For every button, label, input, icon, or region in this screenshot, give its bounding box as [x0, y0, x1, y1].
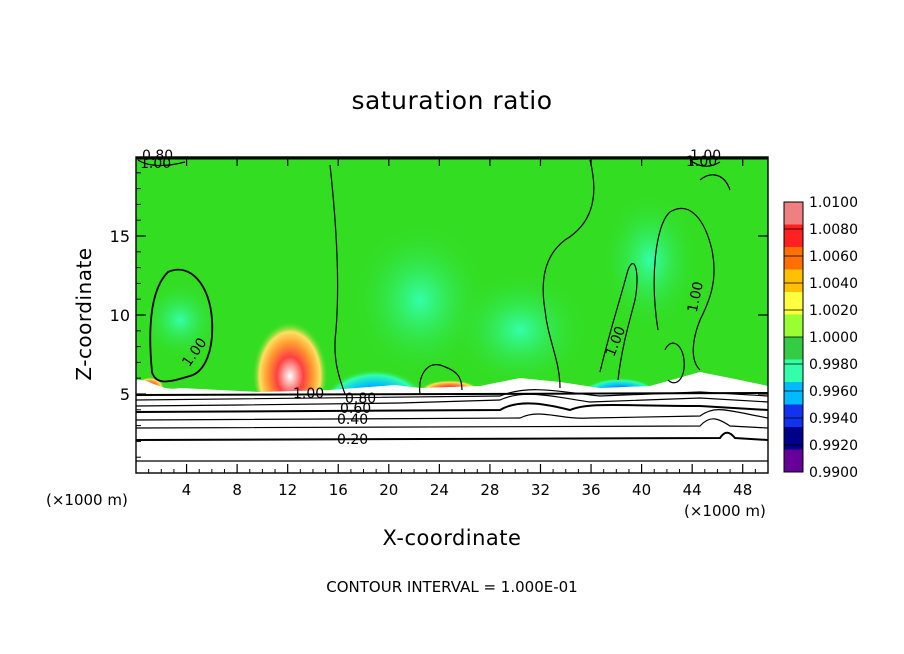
colorbar-label: 1.0000: [809, 330, 858, 346]
x-tick-label: 4: [182, 481, 192, 499]
moist-patch: [450, 270, 590, 390]
contour-label: 0.40: [337, 412, 368, 428]
moist-patch: [140, 280, 220, 360]
x-tick-label: 16: [329, 481, 348, 499]
contour-label: 1.00: [685, 280, 707, 314]
colorbar-swatch: [784, 449, 803, 473]
x-tick-label: 40: [632, 481, 651, 499]
contour-line: [419, 364, 463, 395]
contour-line: [699, 174, 731, 191]
chart-title: saturation ratio: [351, 86, 553, 115]
x-tick-label: 24: [430, 481, 449, 499]
contour-line: [136, 392, 768, 396]
moist-patch: [600, 190, 700, 330]
contour-label: 0.60: [340, 401, 371, 417]
contour-interval-note: CONTOUR INTERVAL = 1.000E-01: [326, 578, 578, 596]
x-tick-label: 44: [683, 481, 702, 499]
colorbar-swatch: [784, 247, 803, 270]
y-tick-label: 10: [110, 306, 130, 325]
contour-line: [664, 342, 685, 384]
colorbar-swatch: [784, 292, 803, 315]
colorbar-label: 1.0060: [809, 249, 858, 265]
x-tick-label: 12: [278, 481, 297, 499]
colorbar-label: 1.0020: [809, 303, 858, 319]
contour-line: [136, 418, 768, 429]
x-tick-label: 28: [480, 481, 499, 499]
dry-layer-edge: [136, 372, 768, 392]
x-tick-label: 8: [232, 481, 242, 499]
y-tick-label: 15: [110, 227, 130, 246]
colorbar-swatch: [784, 359, 803, 383]
colorbar-label: 1.0100: [809, 195, 858, 211]
contour-line: [599, 263, 638, 381]
colorbar-swatch: [784, 314, 803, 338]
colorbar-label: 0.9960: [809, 384, 858, 400]
contour-label: 0.20: [337, 432, 368, 448]
contour-lines: [136, 159, 768, 462]
colorbar-swatch: [784, 202, 803, 225]
x-unit-left: (×1000 m): [46, 491, 128, 509]
contour-label: 1.00: [293, 386, 324, 402]
contour-line: [136, 402, 768, 413]
colorbar-label: 1.0040: [809, 276, 858, 292]
y-axis-label: Z-coordinate: [72, 247, 96, 381]
contour-line: [329, 164, 346, 395]
colorbar-swatch: [784, 337, 803, 360]
contour-line: [653, 207, 715, 371]
contour-line: [136, 409, 768, 421]
contour-label: 1.00: [140, 156, 171, 172]
x-tick-label: 36: [581, 481, 600, 499]
contour-line: [136, 431, 768, 441]
colorbar-swatch: [784, 269, 803, 293]
colorbar-label: 1.0080: [809, 222, 858, 238]
x-tick-label: 20: [379, 481, 398, 499]
x-unit-right: (×1000 m): [684, 502, 766, 520]
x-tick-label: 48: [733, 481, 752, 499]
x-tick-label: 32: [531, 481, 550, 499]
contour-label: 1.00: [690, 148, 721, 164]
colorbar-swatch: [784, 404, 803, 428]
contour-line: [542, 159, 595, 389]
contour-line: [149, 268, 214, 383]
colorbar-label: 0.9920: [809, 438, 858, 454]
colorbar-label: 0.9900: [809, 465, 858, 481]
contour-label: 0.80: [345, 391, 376, 407]
colorbar-swatch: [784, 382, 803, 405]
x-axis-label: X-coordinate: [382, 526, 522, 550]
contour-label: 0.80: [142, 148, 173, 164]
colorbar-swatch: [784, 427, 803, 450]
colorbar-swatch: [784, 224, 803, 248]
colorbar: 1.0100 1.0080 1.0060 1.0040 1.0020 1.0000 0.99…: [783, 195, 858, 481]
colorbar-label: 0.9980: [809, 357, 858, 373]
colorbar-label: 0.9940: [809, 411, 858, 427]
contour-line: [137, 159, 186, 167]
y-tick-label: 5: [120, 385, 130, 404]
